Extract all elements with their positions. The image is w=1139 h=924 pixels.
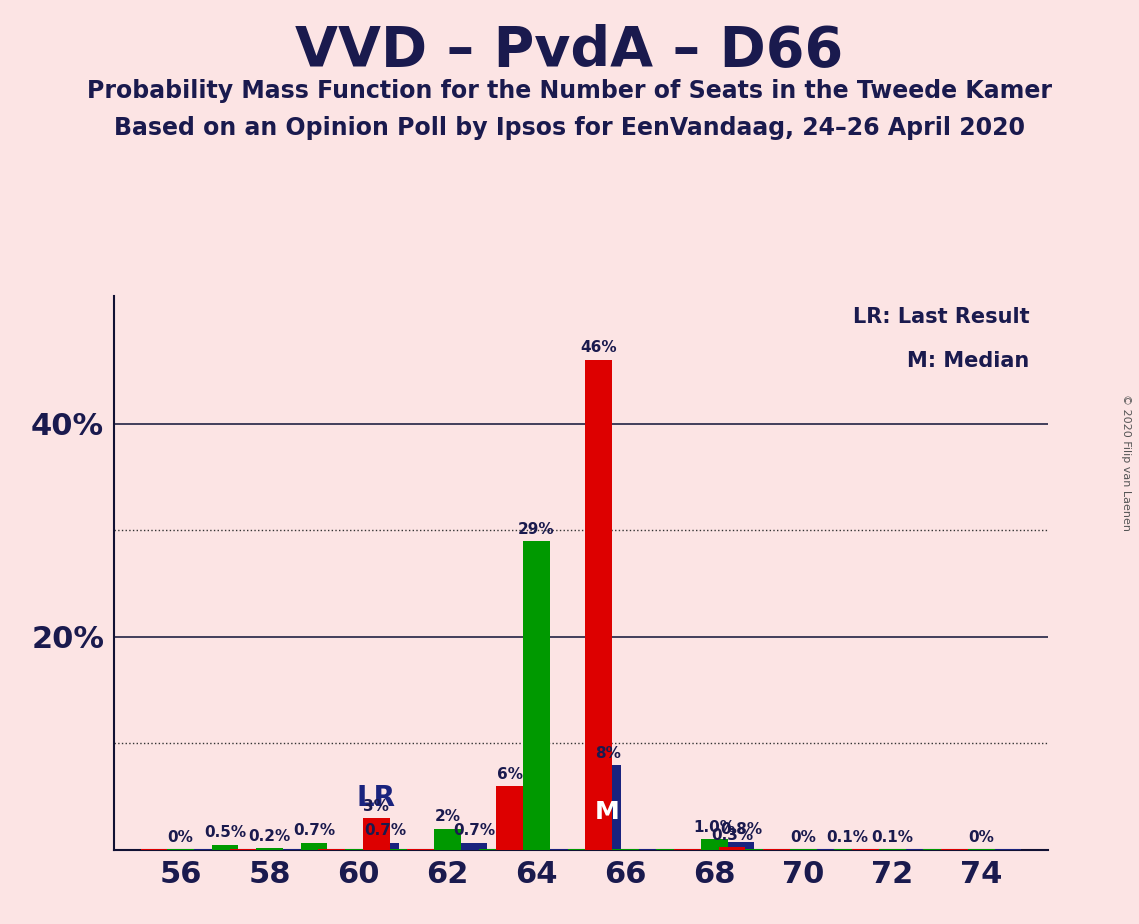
Text: M: Median: M: Median (907, 351, 1030, 371)
Text: 29%: 29% (518, 522, 555, 537)
Text: 0%: 0% (167, 830, 194, 845)
Bar (906, 849, 932, 850)
Bar (478, 849, 506, 850)
Bar (434, 829, 461, 850)
Bar (497, 786, 523, 850)
Text: LR: LR (357, 784, 396, 811)
Bar (371, 843, 399, 850)
Text: 0.3%: 0.3% (711, 828, 753, 843)
Text: 6%: 6% (497, 767, 523, 782)
Bar (301, 843, 327, 850)
Text: 8%: 8% (595, 746, 621, 760)
Bar (327, 849, 354, 850)
Bar (719, 847, 745, 850)
Text: 1.0%: 1.0% (694, 821, 736, 835)
Text: 0.7%: 0.7% (453, 823, 495, 838)
Bar (950, 849, 977, 850)
Text: 3%: 3% (363, 799, 390, 814)
Bar (230, 849, 256, 850)
Bar (861, 849, 887, 850)
Text: LR: Last Result: LR: Last Result (853, 307, 1030, 327)
Bar (523, 541, 550, 850)
Text: 0.1%: 0.1% (871, 830, 913, 845)
Bar (256, 848, 282, 850)
Text: 0%: 0% (790, 830, 817, 845)
Text: 0.8%: 0.8% (720, 822, 762, 837)
Bar (595, 765, 621, 850)
Text: 46%: 46% (581, 340, 617, 356)
Bar (167, 849, 194, 850)
Text: VVD – PvdA – D66: VVD – PvdA – D66 (295, 23, 844, 77)
Bar (140, 849, 167, 850)
Bar (835, 849, 861, 850)
Bar (238, 849, 265, 850)
Bar (612, 849, 639, 850)
Text: 0.5%: 0.5% (204, 825, 246, 841)
Bar (550, 849, 576, 850)
Text: 0%: 0% (968, 830, 994, 845)
Bar (924, 849, 950, 850)
Text: 0.2%: 0.2% (248, 829, 290, 844)
Bar (212, 845, 238, 850)
Bar (506, 849, 532, 850)
Bar (817, 849, 843, 850)
Text: 0.7%: 0.7% (293, 823, 335, 838)
Bar (968, 849, 994, 850)
Bar (772, 849, 798, 850)
Text: © 2020 Filip van Laenen: © 2020 Filip van Laenen (1121, 394, 1131, 530)
Bar (585, 359, 612, 850)
Bar (994, 849, 1022, 850)
Bar (674, 849, 700, 850)
Bar (567, 849, 595, 850)
Bar (408, 849, 434, 850)
Bar (941, 849, 968, 850)
Text: 2%: 2% (434, 809, 460, 824)
Bar (879, 849, 906, 850)
Bar (319, 849, 345, 850)
Text: 0.7%: 0.7% (364, 823, 407, 838)
Bar (700, 839, 728, 850)
Bar (417, 849, 443, 850)
Bar (790, 849, 817, 850)
Bar (683, 849, 710, 850)
Bar (461, 843, 487, 850)
Bar (345, 849, 371, 850)
Bar (282, 849, 310, 850)
Bar (728, 842, 754, 850)
Bar (656, 849, 683, 850)
Bar (852, 849, 879, 850)
Bar (763, 849, 790, 850)
Text: 0.1%: 0.1% (827, 830, 869, 845)
Bar (639, 849, 665, 850)
Bar (194, 849, 221, 850)
Text: M: M (596, 799, 620, 823)
Text: Based on an Opinion Poll by Ipsos for EenVandaag, 24–26 April 2020: Based on an Opinion Poll by Ipsos for Ee… (114, 116, 1025, 140)
Bar (390, 849, 417, 850)
Text: Probability Mass Function for the Number of Seats in the Tweede Kamer: Probability Mass Function for the Number… (87, 79, 1052, 103)
Bar (745, 849, 772, 850)
Bar (363, 818, 390, 850)
